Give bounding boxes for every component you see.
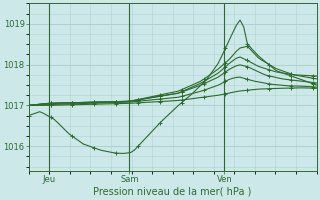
X-axis label: Pression niveau de la mer( hPa ): Pression niveau de la mer( hPa )	[93, 187, 252, 197]
